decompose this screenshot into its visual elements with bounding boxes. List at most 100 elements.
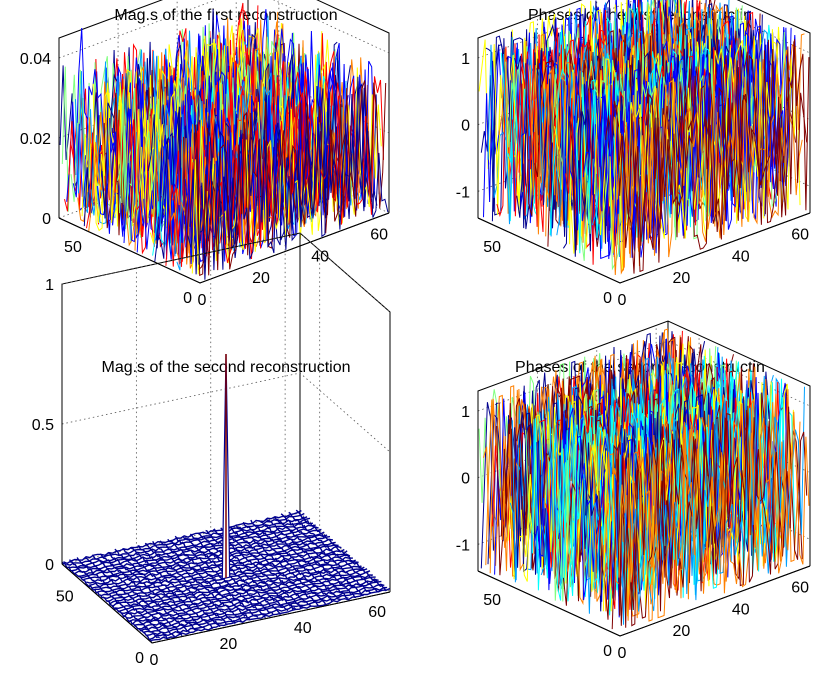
mesh-row — [114, 556, 353, 610]
mesh-row — [66, 512, 305, 566]
mesh-col — [197, 532, 289, 612]
mesh-row — [71, 517, 311, 572]
mesh-col — [152, 540, 244, 623]
mesh-col — [295, 509, 387, 592]
mesh-col — [205, 529, 297, 611]
mesh-row — [80, 526, 319, 579]
mesh-col — [68, 559, 160, 639]
y-tick-label: 50 — [64, 239, 82, 256]
axes-front — [477, 212, 811, 284]
x-tick-label: 20 — [672, 623, 690, 640]
mesh-col — [84, 557, 176, 638]
z-tick-label: 0.04 — [20, 51, 51, 68]
z-tick-label: 0 — [461, 118, 470, 135]
mesh-row — [68, 516, 308, 569]
mesh-col — [227, 525, 319, 607]
x-tick-label: 40 — [732, 248, 750, 265]
mesh-col — [250, 519, 342, 601]
z-tick-label: 0.5 — [32, 417, 54, 434]
z-tick-label: -1 — [456, 537, 470, 554]
panel-title: Mag.s of the first reconstruction — [114, 7, 337, 24]
z-gridline — [61, 232, 391, 313]
z-tick-label: -1 — [456, 184, 470, 201]
x-tick-label: 60 — [791, 226, 809, 243]
mesh-col — [280, 513, 372, 594]
x-tick-label: 0 — [618, 292, 627, 309]
mesh-col — [122, 548, 214, 630]
mesh-row — [111, 553, 351, 608]
series-line — [618, 41, 810, 274]
mesh-row — [131, 570, 371, 625]
z-gridline — [477, 340, 811, 412]
mesh-col — [167, 538, 259, 618]
x-tick-label: 40 — [311, 248, 329, 265]
y-tick-label: 0 — [135, 650, 144, 667]
y-tick-label: 50 — [483, 239, 501, 256]
series-line — [196, 80, 387, 277]
axes-front — [61, 563, 391, 644]
mesh-col — [235, 524, 327, 606]
x-tick-label: 60 — [370, 226, 388, 243]
mesh-col — [99, 553, 191, 634]
mesh-col — [76, 557, 168, 639]
y-tick-label: 0 — [603, 643, 612, 660]
series-line — [609, 389, 801, 621]
z-gridline — [477, 0, 811, 59]
mesh-col — [189, 533, 281, 615]
z-tick-label: 0 — [461, 471, 470, 488]
x-tick-label: 60 — [791, 579, 809, 596]
mesh-row — [143, 580, 382, 633]
mesh-row — [146, 583, 385, 637]
z-gridline — [61, 372, 391, 453]
x-tick-label: 60 — [368, 604, 386, 621]
mesh-col — [159, 540, 251, 621]
mesh-col — [144, 542, 236, 625]
panel-phase-first: Phases of the first reconstructin 020406… — [456, 0, 811, 309]
x-tick-label: 20 — [219, 636, 237, 653]
panel-mag-second: Mag.s of the second reconstruction 02040… — [32, 232, 391, 669]
y-tick-label: 0 — [183, 290, 192, 307]
z-tick-label: 0 — [42, 211, 51, 228]
mesh-col — [137, 545, 228, 626]
z-tick-label: 0 — [45, 557, 54, 574]
series-line — [614, 33, 805, 271]
z-tick-label: 1 — [461, 51, 470, 68]
mesh-row — [100, 544, 339, 597]
z-tick-label: 1 — [461, 404, 470, 421]
mesh-col — [114, 548, 206, 630]
x-tick-label: 0 — [618, 645, 627, 662]
mesh-col — [174, 535, 266, 619]
mesh-row — [148, 586, 388, 641]
panel-phase-second: Phases of the second reconstructin 02040… — [456, 320, 811, 662]
x-tick-label: 20 — [252, 270, 270, 287]
series-line — [616, 406, 808, 628]
series-line — [198, 76, 389, 280]
panel-mag-first: Mag.s of the first reconstruction 0 20 40 6… — [20, 0, 390, 309]
mesh-col — [91, 554, 183, 637]
mesh-col — [129, 547, 221, 628]
y-tick-label: 50 — [483, 592, 501, 609]
mesh-row — [77, 524, 316, 577]
series-line — [616, 39, 808, 263]
x-tick-label: 0 — [150, 652, 159, 669]
mesh-row — [137, 576, 376, 630]
mesh-col — [220, 527, 312, 607]
x-tick-label: 20 — [672, 270, 690, 287]
mesh-col — [288, 511, 379, 593]
mesh-row — [88, 534, 328, 586]
axes-front — [58, 212, 390, 284]
mesh-row — [151, 587, 391, 641]
y-tick-label: 50 — [56, 588, 74, 605]
y-tick-label: 0 — [603, 290, 612, 307]
mesh-row — [63, 509, 302, 565]
mesh-col — [107, 552, 198, 632]
mesh-row — [83, 528, 322, 581]
x-tick-label: 40 — [732, 601, 750, 618]
mesh-col — [61, 561, 153, 642]
mesh-row — [94, 538, 334, 591]
z-tick-label: 0.02 — [20, 131, 51, 148]
mesh-col — [265, 518, 357, 599]
series-line — [194, 76, 384, 263]
mesh-row — [117, 559, 356, 613]
